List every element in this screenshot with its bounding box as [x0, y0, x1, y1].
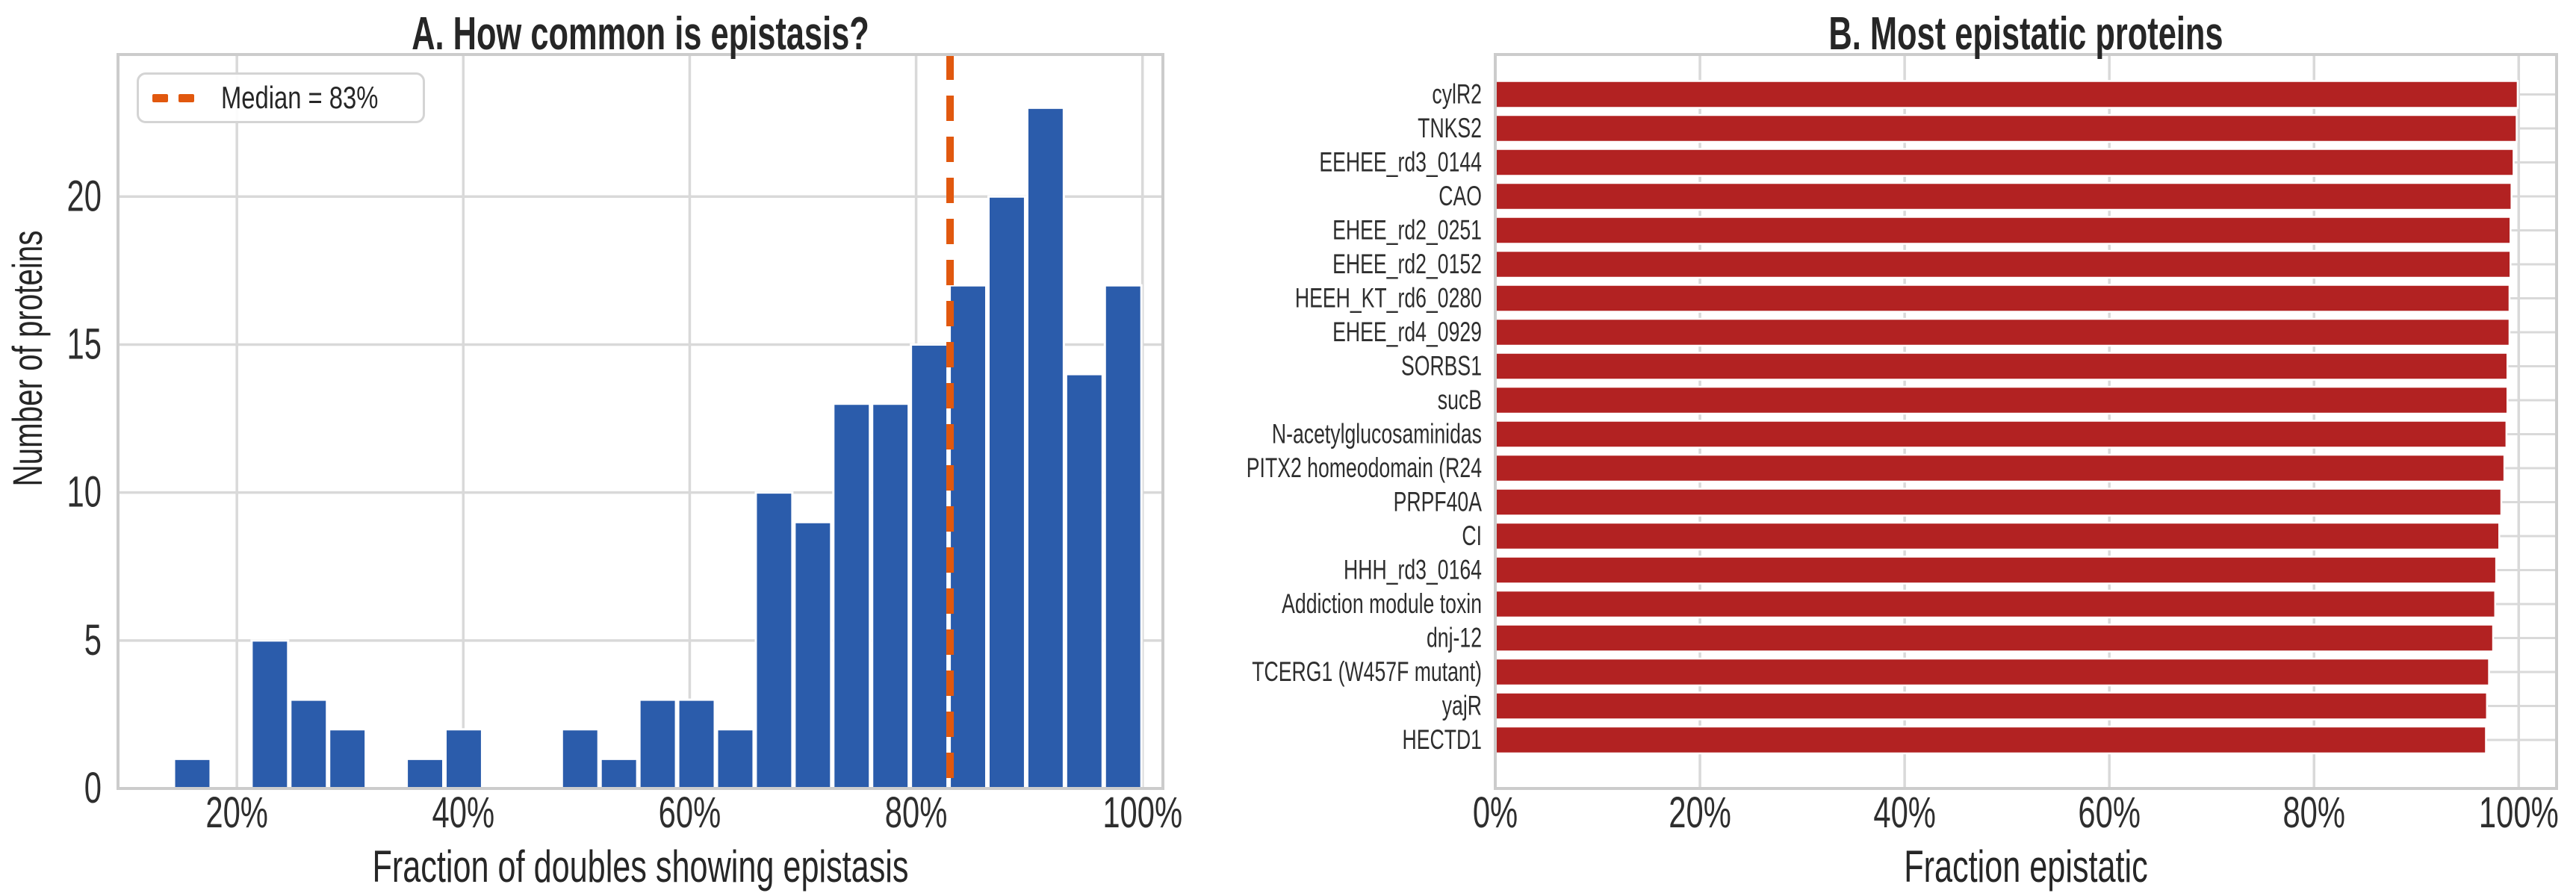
- protein-bar: [1494, 657, 2490, 687]
- histogram-bar: [560, 728, 600, 790]
- protein-bar: [1494, 453, 2506, 483]
- histogram-bar: [910, 343, 949, 790]
- protein-bar: [1494, 488, 2503, 517]
- protein-name-label: EEHEE_rd3_0144: [1319, 146, 1482, 177]
- median-dash-icon: [152, 93, 169, 102]
- histogram-bar: [406, 757, 445, 790]
- histogram-bar: [250, 639, 290, 790]
- protein-bar: [1494, 556, 2498, 585]
- protein-name-label: SORBS1: [1401, 350, 1482, 381]
- median-legend: Median = 83%: [137, 72, 425, 123]
- histogram-bar: [716, 728, 755, 790]
- panel-b-xtick-label: 80%: [2282, 788, 2345, 836]
- protein-name-label: PRPF40A: [1394, 486, 1483, 517]
- protein-name-label: EHEE_rd2_0251: [1332, 214, 1482, 245]
- histogram-bar: [289, 698, 329, 790]
- panel-b-spines: [1494, 53, 2558, 790]
- panel-a-xtick-label: 100%: [1102, 788, 1182, 836]
- panel-b-xtick-label: 60%: [2078, 788, 2141, 836]
- protein-bar: [1494, 420, 2508, 449]
- protein-bar: [1494, 623, 2495, 653]
- protein-name-label: sucB: [1438, 385, 1482, 415]
- panel-a-spines: [117, 53, 1164, 790]
- protein-bar: [1494, 284, 2511, 313]
- protein-bar: [1494, 317, 2511, 347]
- protein-name-label: dnj-12: [1427, 622, 1482, 653]
- protein-bar: [1494, 589, 2497, 619]
- protein-bar: [1494, 691, 2489, 721]
- protein-name-label: Addiction module toxin: [1282, 588, 1482, 619]
- protein-bar: [1494, 249, 2512, 279]
- panel-b-xaxis-label: Fraction epistatic: [1904, 841, 2148, 892]
- panel-b-xtick-label: 40%: [1873, 788, 1936, 836]
- panel-a-xtick-label: 40%: [432, 788, 495, 836]
- protein-bar: [1494, 521, 2501, 551]
- panel-a-xaxis-label: Fraction of doubles showing epistasis: [372, 841, 909, 892]
- median-dash-icon: [179, 93, 195, 102]
- panel-b-xtick-label: 20%: [1669, 788, 1731, 836]
- panel-a-ytick-label: 20: [67, 171, 102, 220]
- protein-name-label: N-acetylglucosaminidas: [1272, 418, 1482, 449]
- protein-name-label: HECTD1: [1402, 724, 1482, 755]
- panel-a-xtick-label: 60%: [659, 788, 721, 836]
- histogram-bar: [754, 491, 794, 790]
- protein-name-label: CAO: [1438, 181, 1482, 211]
- histogram-bar: [1103, 284, 1143, 790]
- protein-name-label: TNKS2: [1418, 113, 1482, 143]
- panel-a-ytick-label: 15: [67, 320, 102, 368]
- median-legend-label: Median = 83%: [221, 80, 379, 115]
- panel-a-title: A. How common is epistasis?: [412, 8, 869, 60]
- protein-bar: [1494, 216, 2512, 245]
- panel-b-title: B. Most epistatic proteins: [1828, 8, 2223, 60]
- protein-name-label: yajR: [1442, 690, 1482, 721]
- histogram-bar: [599, 757, 639, 790]
- protein-bar: [1494, 352, 2509, 381]
- protein-name-label: EHEE_rd4_0929: [1332, 317, 1482, 347]
- histogram-bar: [1064, 373, 1104, 790]
- panel-a-ytick-label: 5: [84, 615, 102, 664]
- protein-name-label: HHH_rd3_0164: [1344, 554, 1482, 585]
- protein-bar: [1494, 148, 2515, 177]
- protein-name-label: cylR2: [1432, 78, 1482, 109]
- protein-name-label: PITX2 homeodomain (R24: [1247, 452, 1482, 483]
- histogram-bar: [987, 195, 1026, 790]
- protein-bar: [1494, 181, 2513, 211]
- panel-a-xtick-label: 80%: [885, 788, 948, 836]
- histogram-bar: [677, 698, 716, 790]
- histogram-bar: [832, 402, 872, 790]
- protein-name-label: HEEH_KT_rd6_0280: [1295, 282, 1482, 313]
- panel-a-yaxis-label: Number of proteins: [4, 230, 51, 487]
- panel-a-ytick-label: 0: [84, 763, 102, 812]
- histogram-bar: [949, 284, 988, 790]
- protein-bar: [1494, 385, 2509, 415]
- protein-bar: [1494, 113, 2518, 143]
- histogram-bar: [328, 728, 367, 790]
- panel-b-xtick-label: 0%: [1473, 788, 1518, 836]
- protein-name-label: CI: [1462, 520, 1482, 551]
- protein-name-label: EHEE_rd2_0152: [1332, 249, 1482, 279]
- protein-name-label: TCERG1 (W457F mutant): [1252, 656, 1482, 687]
- panel-a-xtick-label: 20%: [205, 788, 268, 836]
- panel-a-ytick-label: 10: [67, 467, 102, 516]
- histogram-bar: [638, 698, 677, 790]
- histogram-bar: [173, 757, 212, 790]
- histogram-bar: [444, 728, 483, 790]
- panel-b-xtick-label: 100%: [2479, 788, 2559, 836]
- protein-bar: [1494, 725, 2487, 755]
- histogram-bar: [793, 520, 833, 790]
- histogram-bar: [1025, 106, 1065, 790]
- protein-bar: [1494, 80, 2519, 109]
- histogram-bar: [871, 402, 910, 790]
